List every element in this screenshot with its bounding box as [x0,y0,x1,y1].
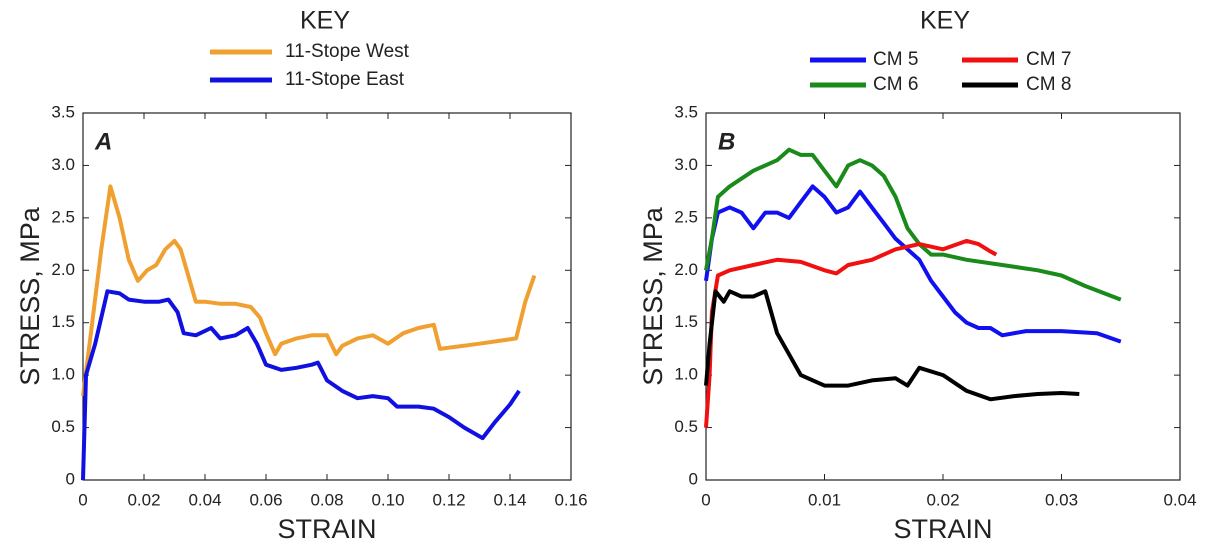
y-tick-label: 2.5 [51,207,75,226]
series-line [704,184,1122,344]
x-axis-label: STRAIN [893,514,992,544]
x-tick-label: 0.08 [310,490,343,509]
x-tick-label: 0.04 [188,490,221,509]
y-tick-label: 2.0 [674,260,698,279]
legend-title: KEY [300,7,350,35]
y-tick-label: 0 [689,469,698,488]
y-tick-label: 1.5 [51,312,75,331]
x-tick-label: 0.12 [432,490,465,509]
x-tick-label: 0.16 [554,490,587,509]
x-tick-label: 0.02 [926,490,959,509]
y-tick-label: 1.0 [51,365,75,384]
x-tick-label: 0 [701,490,710,509]
y-tick-label: 0.5 [51,417,75,436]
x-tick-label: 0.14 [493,490,526,509]
legend-title: KEY [920,7,970,35]
y-tick-label: 3.5 [51,102,75,121]
series-line [81,289,521,481]
y-tick-label: 1.5 [674,312,698,331]
y-tick-label: 3.0 [51,155,75,174]
legend-label: 11-Stope West [285,41,410,62]
y-tick-label: 0 [66,469,75,488]
series-line [704,289,1080,402]
x-tick-label: 0.01 [808,490,841,509]
x-tick-label: 0 [78,490,87,509]
x-tick-label: 0.06 [249,490,282,509]
y-tick-label: 2.5 [674,207,698,226]
y-tick-label: 3.5 [674,102,698,121]
legend-label: 11-Stope East [285,69,405,90]
legend-label: CM 7 [1026,49,1071,70]
series-line [81,184,537,397]
panel-label: B [718,128,735,155]
x-axis-label: STRAIN [277,514,376,544]
y-tick-label: 1.0 [674,365,698,384]
series-line [704,238,998,428]
y-tick-label: 3.0 [674,155,698,174]
x-tick-label: 0.02 [127,490,160,509]
y-axis-label: STRESS, MPa [15,206,45,386]
panel-label: A [94,128,112,155]
y-axis-label: STRESS, MPa [638,206,668,386]
legend-label: CM 8 [1026,74,1071,95]
x-tick-label: 0.03 [1045,490,1078,509]
legend-label: CM 5 [873,49,918,70]
legend-label: CM 6 [873,74,918,95]
panel: 0 0.5 1.0 1.5 2.0 2.5 3.0 3.5 0 0.02 0.04 0.06 0.08 0… [15,7,587,545]
y-tick-label: 0.5 [674,417,698,436]
plot-frame [82,112,572,481]
x-tick-label: 0.04 [1163,490,1196,509]
y-tick-label: 2.0 [51,260,75,279]
series-line [704,147,1122,302]
x-tick-label: 0.10 [371,490,404,509]
panel: 0 0.5 1.0 1.5 2.0 2.5 3.0 3.5 0 0.01 0.02 0.03 0.04 S… [638,7,1196,545]
